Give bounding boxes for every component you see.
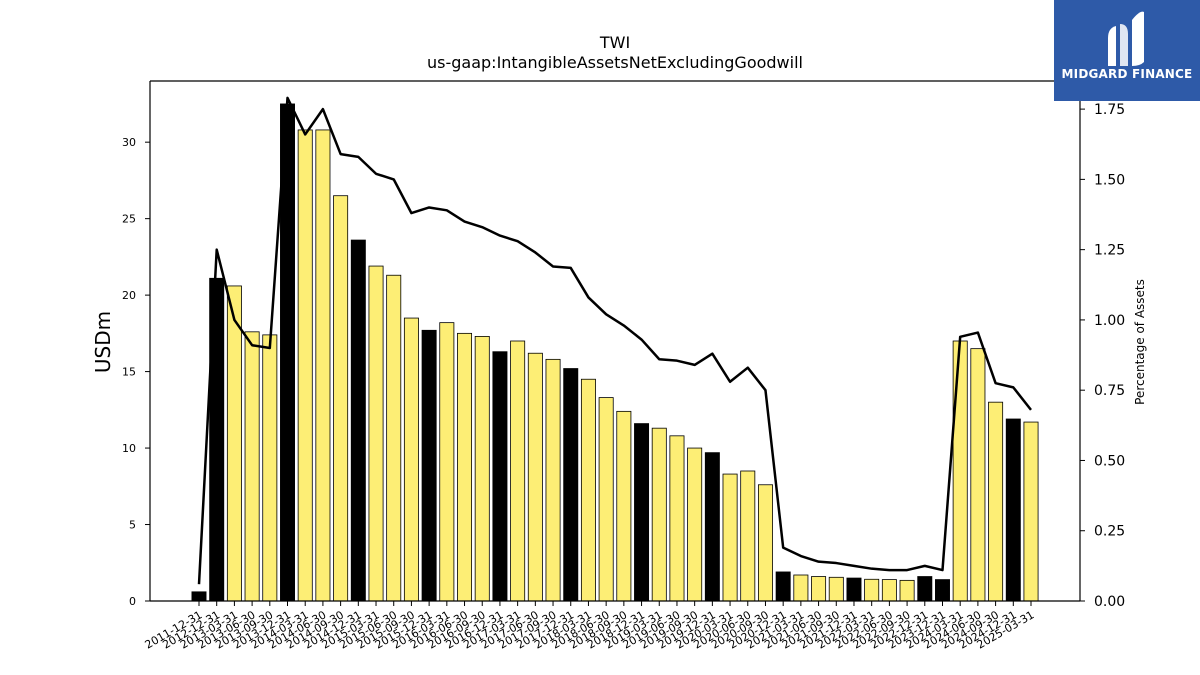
bar	[828, 576, 844, 602]
bar	[545, 358, 561, 602]
bar	[244, 331, 260, 602]
y2-tick-labels: 0.00 0.25 0.50 0.75 1.00 1.25 1.50 1.75	[1080, 102, 1125, 610]
percentage-line	[197, 96, 1032, 585]
bar	[634, 423, 650, 602]
logo-text: MIDGARD FINANCE	[1061, 67, 1193, 81]
bar	[333, 195, 349, 602]
bar	[651, 427, 667, 602]
bar	[864, 578, 880, 602]
y-tick-label: 30	[122, 136, 136, 149]
y-tick-label: 5	[129, 519, 136, 532]
bar	[846, 577, 862, 602]
bar	[563, 368, 579, 602]
bar	[191, 591, 207, 602]
y-axis-label: USDm	[91, 311, 115, 373]
y-tick-label: 15	[122, 366, 136, 379]
bar	[952, 340, 968, 602]
bar	[598, 397, 614, 602]
bar	[616, 410, 632, 602]
bar	[403, 317, 419, 602]
y-tick-label: 10	[122, 442, 136, 455]
y2-tick-label: 0.00	[1094, 594, 1125, 610]
y-tick-label: 20	[122, 289, 136, 302]
bar	[757, 484, 773, 602]
bar	[350, 239, 366, 602]
bar	[297, 129, 313, 602]
bar	[580, 378, 596, 602]
bar	[811, 576, 827, 602]
bar	[315, 129, 331, 602]
bar	[457, 332, 473, 602]
bar	[917, 576, 933, 602]
line-group	[197, 96, 1032, 585]
bar	[722, 473, 738, 602]
chart-subtitle: us-gaap:IntangibleAssetsNetExcludingGood…	[427, 53, 803, 72]
bar	[474, 336, 490, 602]
bar	[935, 579, 950, 602]
y2-tick-label: 0.75	[1094, 383, 1125, 399]
bar	[527, 352, 543, 602]
bar	[492, 351, 508, 602]
y2-tick-label: 0.25	[1094, 524, 1125, 540]
bar	[386, 274, 402, 602]
bar	[740, 470, 756, 602]
logo-mark-icon	[1054, 0, 1200, 101]
y-tick-label: 0	[129, 595, 136, 608]
chart-title: TWI	[599, 33, 631, 52]
bars-group	[191, 103, 1039, 602]
y2-tick-label: 0.50	[1094, 453, 1125, 469]
y2-tick-label: 1.50	[1094, 172, 1125, 188]
bar	[262, 334, 278, 602]
bar	[421, 329, 437, 602]
bar	[226, 285, 242, 602]
bar	[704, 452, 720, 602]
y2-axis-label: Percentage of Assets	[1133, 279, 1147, 405]
bar	[687, 447, 703, 602]
x-tick-labels: 2011-12-312012-12-312013-03-312013-06-30…	[143, 601, 1037, 652]
bar	[439, 322, 455, 602]
bar	[793, 574, 809, 602]
bar	[899, 579, 915, 602]
bar	[669, 435, 685, 602]
bar	[970, 348, 986, 602]
bar	[881, 579, 897, 602]
y2-tick-label: 1.25	[1094, 243, 1125, 259]
bar	[988, 401, 1004, 602]
bar	[510, 340, 526, 602]
y2-tick-label: 1.00	[1094, 313, 1125, 329]
logo: MIDGARD FINANCE	[1054, 0, 1200, 101]
bar	[1023, 421, 1039, 602]
y2-tick-label: 1.75	[1094, 102, 1125, 118]
y-tick-labels: 0 5 10 15 20 25 30	[122, 136, 150, 608]
y-tick-label: 25	[122, 213, 136, 226]
bar	[775, 571, 791, 602]
bar	[368, 265, 384, 602]
bar	[1005, 418, 1021, 602]
